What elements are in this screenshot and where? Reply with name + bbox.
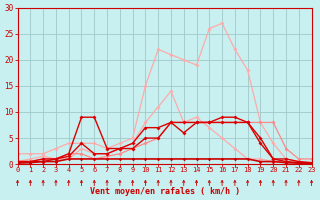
X-axis label: Vent moyen/en rafales ( km/h ): Vent moyen/en rafales ( km/h ) bbox=[90, 187, 240, 196]
